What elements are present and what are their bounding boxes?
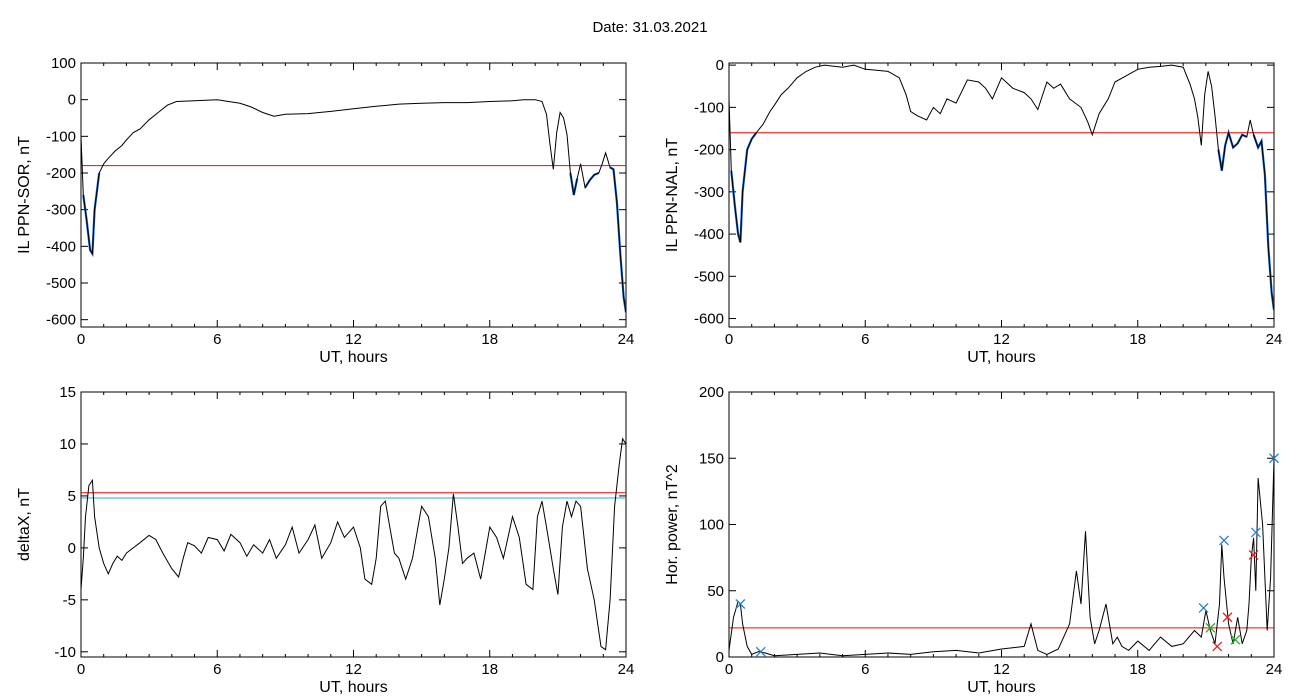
y-tick-label: 0	[716, 649, 724, 666]
marker-stroke	[1205, 622, 1216, 633]
event-marker	[755, 646, 766, 657]
marker-stroke	[1269, 453, 1279, 464]
plot-area	[81, 437, 626, 651]
x-tick-label: 0	[725, 331, 733, 348]
event-marker	[735, 599, 746, 609]
x-tick-label: 6	[213, 661, 221, 678]
y-tick-label: -600	[46, 312, 76, 329]
y-tick-label: 0	[68, 92, 76, 109]
y-tick-label: 200	[699, 384, 724, 401]
marker-stroke	[735, 599, 746, 609]
marker-stroke	[1250, 527, 1261, 538]
y-tick-label: -500	[694, 268, 724, 285]
event-marker	[1219, 535, 1230, 546]
event-marker	[1230, 634, 1241, 645]
x-axis-label: UT, hours	[319, 679, 387, 696]
x-tick-label: 18	[1129, 661, 1146, 678]
y-axis-label: IL PPN-NAL, nT	[664, 138, 681, 252]
y-axis-label: IL PPN-SOR, nT	[16, 136, 33, 254]
y-tick-label: 50	[707, 583, 724, 600]
x-axis-label: UT, hours	[967, 349, 1035, 366]
series-line	[729, 458, 1274, 657]
series-line	[729, 64, 1274, 311]
x-axis-label: UT, hours	[967, 679, 1035, 696]
y-tick-label: -500	[46, 275, 76, 292]
x-tick-label: 24	[1266, 331, 1283, 348]
page-title: Date: 31.03.2021	[592, 19, 708, 36]
marker-stroke	[1230, 634, 1241, 645]
y-tick-label: -300	[694, 184, 724, 201]
plot-frame	[80, 391, 627, 658]
x-tick-label: 12	[993, 661, 1010, 678]
event-marker	[1269, 453, 1279, 464]
event-marker	[1222, 612, 1233, 623]
y-tick-label: -400	[46, 238, 76, 255]
x-tick-label: 18	[481, 331, 498, 348]
event-marker	[1198, 603, 1209, 613]
y-tick-label: -5	[63, 592, 76, 609]
y-tick-label: 5	[68, 488, 76, 505]
x-tick-label: 12	[993, 331, 1010, 348]
event-marker	[1250, 527, 1261, 538]
y-tick-label: -200	[46, 165, 76, 182]
marker-stroke	[1248, 550, 1259, 560]
plot-frame	[728, 391, 1275, 658]
y-tick-label: 150	[699, 450, 724, 467]
x-tick-label: 0	[77, 331, 85, 348]
y-tick-label: -100	[694, 99, 724, 116]
x-tick-label: 0	[77, 661, 85, 678]
y-tick-label: -200	[694, 142, 724, 159]
plot-frame	[80, 62, 627, 328]
event-marker	[1248, 550, 1259, 560]
y-tick-label: 15	[59, 384, 76, 401]
y-tick-label: 0	[68, 540, 76, 557]
x-tick-label: 12	[345, 661, 362, 678]
x-tick-label: 12	[345, 331, 362, 348]
marker-stroke	[1198, 603, 1209, 613]
y-tick-label: 100	[51, 55, 76, 72]
marker-stroke	[1222, 612, 1233, 623]
chart-panel-deltax: 0 6 12 18 24 15 10 5 0 -5 -10 UT, hours deltaX, nT	[16, 384, 634, 696]
x-tick-label: 0	[725, 661, 733, 678]
marker-stroke	[1212, 641, 1223, 652]
event-marker	[1205, 622, 1216, 633]
x-tick-label: 24	[618, 331, 635, 348]
y-tick-label: 100	[699, 517, 724, 534]
y-tick-label: -300	[46, 202, 76, 219]
series-line	[81, 437, 626, 651]
y-tick-label: -400	[694, 226, 724, 243]
event-marker	[1212, 641, 1223, 652]
series-line	[81, 99, 626, 313]
y-tick-label: -100	[46, 128, 76, 145]
plot-area	[81, 99, 626, 313]
x-tick-label: 6	[213, 331, 221, 348]
chart-panel-il-ppn-nal: 0 6 12 18 24 0 -100 -200 -300 -400 -500 -600 UT, hou…	[664, 57, 1282, 366]
chart-panel-hor-power: 0 6 12 18 24 200 150 100 50 0 UT, hours Hor. power,…	[664, 384, 1282, 696]
x-tick-label: 6	[861, 331, 869, 348]
x-tick-label: 18	[481, 661, 498, 678]
marker-stroke	[1219, 535, 1230, 546]
series-highlight	[730, 128, 1274, 311]
x-tick-label: 18	[1129, 331, 1146, 348]
series-highlight	[82, 166, 626, 313]
y-tick-label: -10	[54, 644, 76, 661]
x-tick-label: 6	[861, 661, 869, 678]
plot-area	[729, 64, 1274, 311]
y-tick-label: 0	[716, 57, 724, 74]
x-axis-label: UT, hours	[319, 349, 387, 366]
marker-stroke	[755, 646, 766, 657]
y-axis-label: deltaX, nT	[16, 488, 33, 561]
y-axis-label: Hor. power, nT^2	[664, 464, 681, 585]
chart-panel-il-ppn-sor: 0 6 12 18 24 100 0 -100 -200 -300 -400 -500 -600 UT, …	[16, 55, 634, 366]
y-tick-label: 10	[59, 436, 76, 453]
plot-area	[729, 458, 1274, 657]
x-tick-label: 24	[1266, 661, 1283, 678]
x-tick-label: 24	[618, 661, 635, 678]
y-tick-label: -600	[694, 311, 724, 328]
plot-frame	[728, 62, 1275, 328]
